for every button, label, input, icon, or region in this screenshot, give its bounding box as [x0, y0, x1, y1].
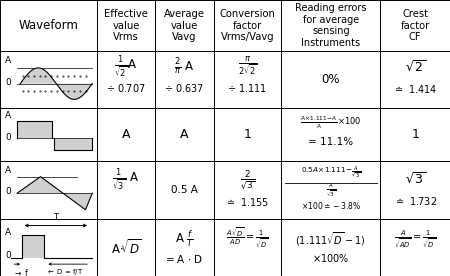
Bar [214, 161, 281, 219]
Text: 0.5 A: 0.5 A [171, 185, 198, 195]
Bar [97, 108, 155, 161]
Text: $\sqrt{3}$: $\sqrt{3}$ [405, 172, 426, 187]
Text: Waveform: Waveform [18, 19, 78, 32]
Bar [214, 51, 281, 108]
Polygon shape [22, 235, 44, 258]
Text: $\frac{\pi}{2\sqrt{2}}$: $\frac{\pi}{2\sqrt{2}}$ [238, 55, 257, 78]
Bar [97, 51, 155, 108]
Bar [0, 108, 97, 161]
Text: A $\frac{f}{T}$: A $\frac{f}{T}$ [175, 228, 194, 249]
Text: $\frac{A\sqrt{D}}{AD}=\frac{1}{\sqrt{D}}$: $\frac{A\sqrt{D}}{AD}=\frac{1}{\sqrt{D}}… [226, 226, 269, 251]
Text: T: T [53, 213, 58, 222]
Bar [0, 51, 97, 108]
Text: $\sqrt{2}$: $\sqrt{2}$ [405, 60, 426, 75]
Bar [281, 161, 380, 219]
Bar [97, 219, 155, 276]
Text: 1: 1 [411, 128, 419, 141]
Bar [281, 0, 380, 51]
Text: $0.5A\!\times\!1.111\!-\!\frac{A}{\sqrt{3}}$: $0.5A\!\times\!1.111\!-\!\frac{A}{\sqrt{… [301, 164, 361, 180]
Bar [0, 161, 97, 219]
Text: 0%: 0% [321, 73, 340, 86]
Text: A: A [5, 56, 12, 65]
Text: $\doteq$ 1.155: $\doteq$ 1.155 [225, 196, 270, 208]
Text: $\div$ 1.111: $\div$ 1.111 [227, 82, 268, 94]
Text: Reading errors
for average
sensing
Instruments: Reading errors for average sensing Instr… [295, 3, 366, 48]
Text: $\div$ 0.637: $\div$ 0.637 [164, 82, 205, 94]
Text: Crest
factor
CF: Crest factor CF [400, 9, 430, 42]
Bar [0, 0, 97, 51]
Text: $\doteq$ 1.414: $\doteq$ 1.414 [393, 83, 437, 95]
Bar [380, 161, 450, 219]
Bar [155, 161, 214, 219]
Text: 0: 0 [5, 251, 11, 260]
Text: $\frac{2}{\sqrt{3}}$: $\frac{2}{\sqrt{3}}$ [240, 169, 255, 192]
Text: $\times100\doteq -3.8\%$: $\times100\doteq -3.8\%$ [301, 200, 361, 211]
Text: A: A [5, 228, 12, 237]
Text: $\leftarrow$ D = f/T: $\leftarrow$ D = f/T [46, 267, 84, 276]
Text: A$\cdot\!\sqrt{D}$: A$\cdot\!\sqrt{D}$ [111, 238, 141, 257]
Text: A: A [180, 128, 189, 141]
Text: $\frac{1}{\sqrt{2}}$A: $\frac{1}{\sqrt{2}}$A [114, 55, 138, 79]
Text: $\frac{A\!\times\!1.111\!-\!A}{A}\!\times\!100$: $\frac{A\!\times\!1.111\!-\!A}{A}\!\time… [300, 115, 361, 131]
Text: $\times 100\%$: $\times 100\%$ [312, 251, 350, 264]
Polygon shape [54, 138, 92, 150]
Text: A: A [122, 128, 130, 141]
Bar [155, 51, 214, 108]
Bar [97, 161, 155, 219]
Text: Conversion
factor
Vrms/Vavg: Conversion factor Vrms/Vavg [220, 9, 275, 42]
Bar [380, 51, 450, 108]
Text: Effective
value
Vrms: Effective value Vrms [104, 9, 148, 42]
Text: $\div$ 0.707: $\div$ 0.707 [106, 82, 146, 94]
Bar [214, 219, 281, 276]
Bar [155, 108, 214, 161]
Bar [155, 0, 214, 51]
Text: A: A [5, 166, 12, 175]
Text: $\frac{A}{\sqrt{3}}$: $\frac{A}{\sqrt{3}}$ [326, 182, 336, 199]
Text: = A $\cdot$ D: = A $\cdot$ D [165, 253, 204, 266]
Bar [281, 219, 380, 276]
Bar [214, 0, 281, 51]
Polygon shape [17, 121, 52, 138]
Text: Average
value
Vavg: Average value Vavg [164, 9, 205, 42]
Bar [380, 0, 450, 51]
Text: = 11.1%: = 11.1% [308, 137, 353, 147]
Bar [214, 108, 281, 161]
Bar [155, 219, 214, 276]
Bar [380, 219, 450, 276]
Bar [0, 219, 97, 276]
Text: $\rightarrow$ f: $\rightarrow$ f [13, 267, 29, 276]
Text: 0: 0 [5, 78, 11, 87]
Bar [281, 108, 380, 161]
Bar [281, 51, 380, 108]
Text: A: A [5, 112, 12, 120]
Text: 0: 0 [5, 187, 11, 196]
Text: $\frac{2}{\pi}$ A: $\frac{2}{\pi}$ A [174, 57, 195, 77]
Text: 0: 0 [5, 134, 11, 142]
Text: $(1.111\sqrt{D}-1)$: $(1.111\sqrt{D}-1)$ [295, 230, 366, 248]
Text: 1: 1 [243, 128, 252, 141]
Bar [380, 108, 450, 161]
Text: $\frac{1}{\sqrt{3}}$ A: $\frac{1}{\sqrt{3}}$ A [112, 167, 140, 192]
Bar [97, 0, 155, 51]
Text: $\doteq$ 1.732: $\doteq$ 1.732 [393, 195, 437, 208]
Text: $\frac{A}{\sqrt{AD}}=\frac{1}{\sqrt{D}}$: $\frac{A}{\sqrt{AD}}=\frac{1}{\sqrt{D}}$ [394, 228, 436, 250]
